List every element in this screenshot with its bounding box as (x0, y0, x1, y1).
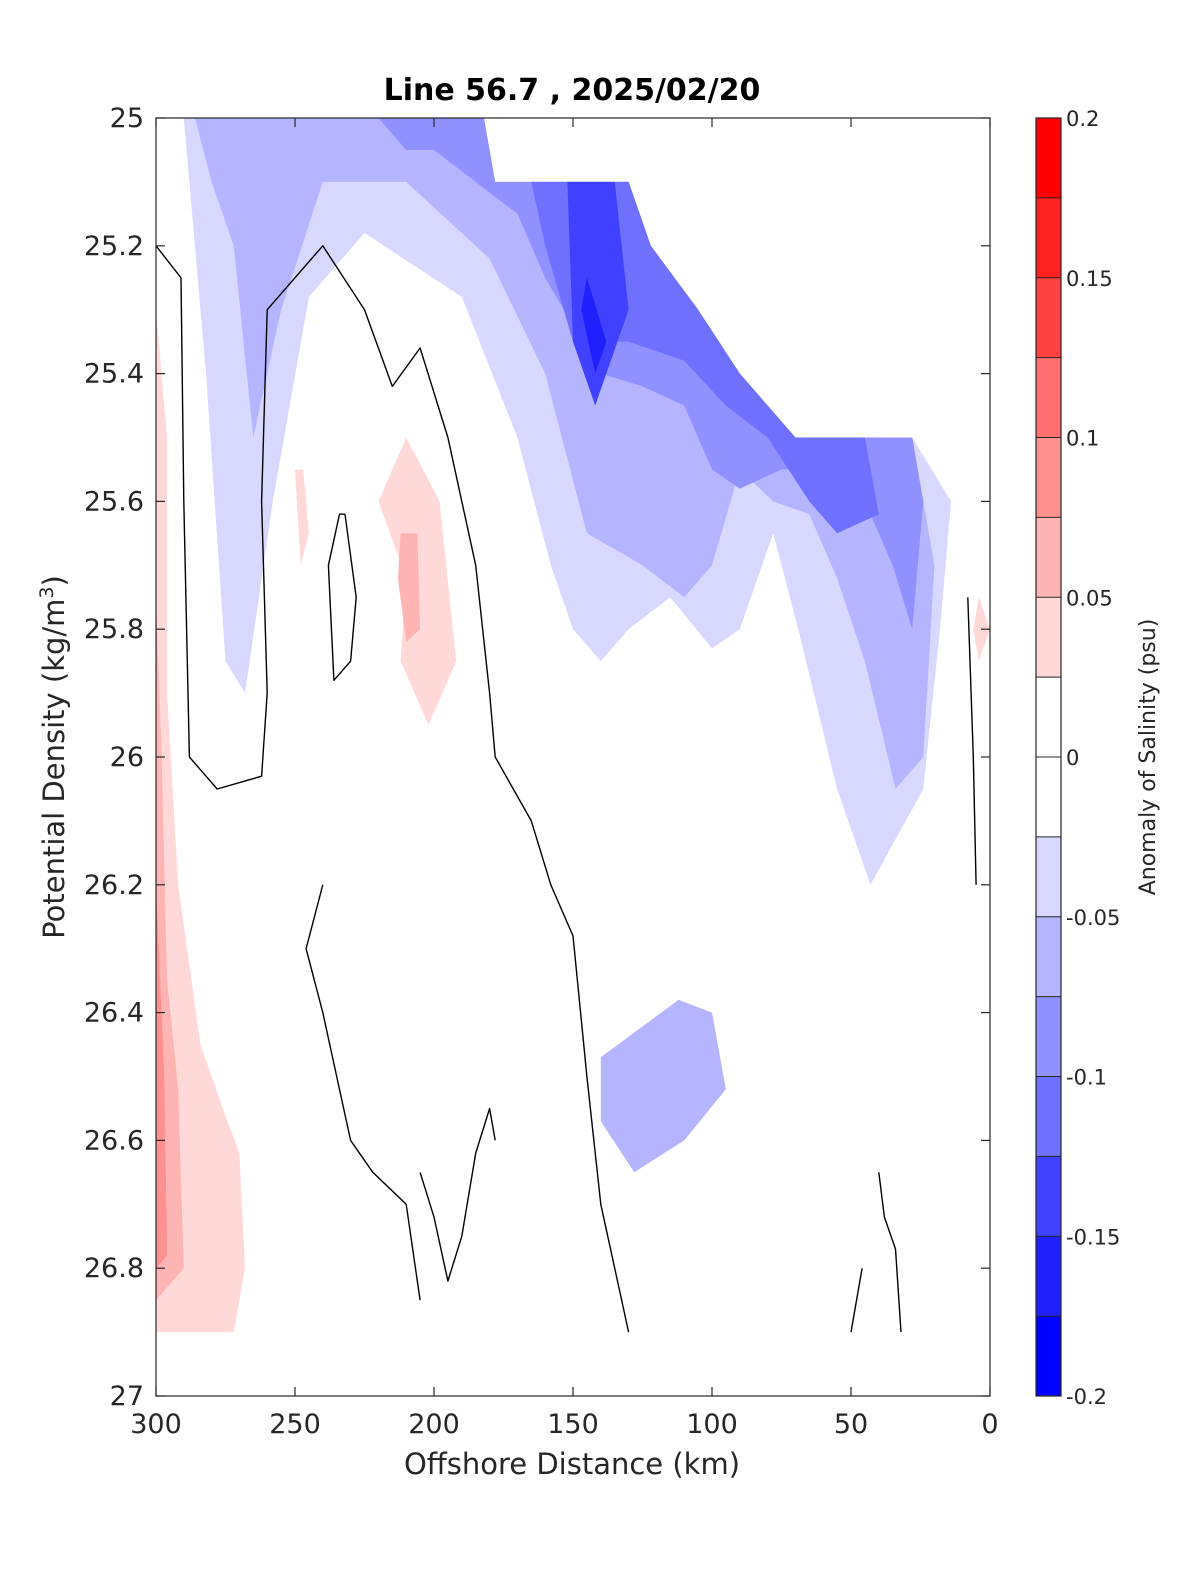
colorbar-tick-label-5: 0.05 (1066, 586, 1113, 610)
contour-region-5 (567, 181, 629, 406)
contour-region-7 (600, 999, 726, 1173)
colorbar: -0.2 -0.15 -0.1 -0.05 0 0.05 0.1 0.15 0.2 (1035, 107, 1120, 1409)
y-tick-label-4: 25.8 (84, 614, 144, 645)
colorbar-band-1 (1036, 1236, 1061, 1317)
y-axis-label-superscript: 3 (36, 586, 58, 598)
colorbar-band-14 (1036, 197, 1061, 278)
x-tick-label-0: 300 (130, 1409, 182, 1440)
colorbar-band-9 (1036, 597, 1061, 678)
contour-region-14 (397, 533, 421, 642)
colorbar-band-3 (1036, 1076, 1061, 1157)
y-tick-label-0: 25 (110, 103, 144, 134)
colorbar-tick-label-8: 0.2 (1066, 107, 1099, 131)
y-tick-label-5: 26 (110, 742, 144, 773)
x-tick-label-5: 50 (834, 1409, 868, 1440)
x-tick-label-6: 0 (981, 1409, 998, 1440)
colorbar-tick-label-0: -0.2 (1066, 1385, 1107, 1409)
x-axis-label: Offshore Distance (km) (404, 1447, 740, 1481)
contour-region-1 (156, 118, 952, 885)
colorbar-band-6 (1036, 836, 1061, 917)
colorbar-tick-label-7: 0.15 (1066, 267, 1113, 291)
colorbar-band-2 (1036, 1156, 1061, 1237)
colorbar-band-15 (1036, 118, 1061, 198)
y-tick-label-6: 26.2 (84, 870, 144, 901)
zero-contour-line-3 (419, 1107, 496, 1282)
plot-area: 300 250 200 150 100 50 0 2525.225.425.625.8262… (84, 103, 999, 1440)
colorbar-band-5 (1036, 916, 1061, 997)
y-axis-label: Potential Density (kg/m3) (36, 575, 71, 939)
colorbar-tick-label-1: -0.15 (1066, 1225, 1120, 1249)
colorbar-tick-label-3: -0.05 (1066, 906, 1120, 930)
colorbar-band-13 (1036, 277, 1061, 358)
zero-contour-line-2 (305, 884, 421, 1301)
colorbar-band-11 (1036, 437, 1061, 518)
colorbar-tick-label-6: 0.1 (1066, 427, 1099, 451)
y-tick-label-3: 25.6 (84, 486, 144, 517)
contour-region-15 (295, 469, 309, 566)
y-tick-label-2: 25.4 (84, 359, 144, 390)
colorbar-band-10 (1036, 517, 1061, 598)
colorbar-band-7 (1036, 757, 1061, 837)
y-tick-label-9: 26.8 (84, 1253, 144, 1284)
colorbar-band-12 (1036, 357, 1061, 438)
x-axis-ticks: 300 250 200 150 100 50 0 (130, 118, 999, 1440)
zero-contour-line-4 (878, 1172, 902, 1333)
x-tick-label-3: 150 (547, 1409, 599, 1440)
x-tick-label-2: 200 (408, 1409, 460, 1440)
colorbar-bands (1036, 118, 1061, 1396)
chart-title: Line 56.7 , 2025/02/20 (384, 73, 761, 108)
contour-fills (156, 118, 990, 1333)
zero-contour-lines (156, 245, 977, 1333)
contour-region-12 (156, 884, 168, 1269)
x-tick-label-1: 250 (269, 1409, 321, 1440)
colorbar-band-8 (1036, 677, 1061, 757)
colorbar-ticks: -0.2 -0.15 -0.1 -0.05 0 0.05 0.1 0.15 0.2 (1036, 107, 1120, 1409)
y-tick-label-1: 25.2 (84, 231, 144, 262)
y-axis-label-main: Potential Density (kg/m (37, 599, 71, 939)
contour-region-6 (581, 277, 607, 374)
zero-contour-line-6 (850, 1268, 863, 1333)
colorbar-tick-label-2: -0.1 (1066, 1066, 1107, 1090)
contour-region-3 (378, 118, 924, 630)
zero-contour-line-5 (967, 597, 977, 885)
colorbar-band-0 (1036, 1316, 1061, 1396)
y-tick-label-7: 26.4 (84, 998, 144, 1029)
y-tick-label-10: 27 (110, 1381, 144, 1412)
colorbar-band-4 (1036, 996, 1061, 1077)
y-axis-ticks: 25 25.2 25.4 25.6 25.8 26 26.2 26.4 26.6 26.8 27 (84, 103, 990, 1412)
contour-region-8 (531, 884, 712, 1333)
x-tick-label-4: 100 (686, 1409, 738, 1440)
y-tick-label-8: 26.6 (84, 1125, 144, 1156)
zero-contour-line-0 (156, 245, 630, 1333)
zero-contour-line-1 (327, 513, 357, 681)
contour-region-10 (156, 309, 245, 1333)
colorbar-tick-label-4: 0 (1066, 746, 1079, 770)
y-axis-label-tail: ) (37, 575, 71, 586)
colorbar-label: Anomaly of Salinity (psu) (1136, 619, 1161, 896)
